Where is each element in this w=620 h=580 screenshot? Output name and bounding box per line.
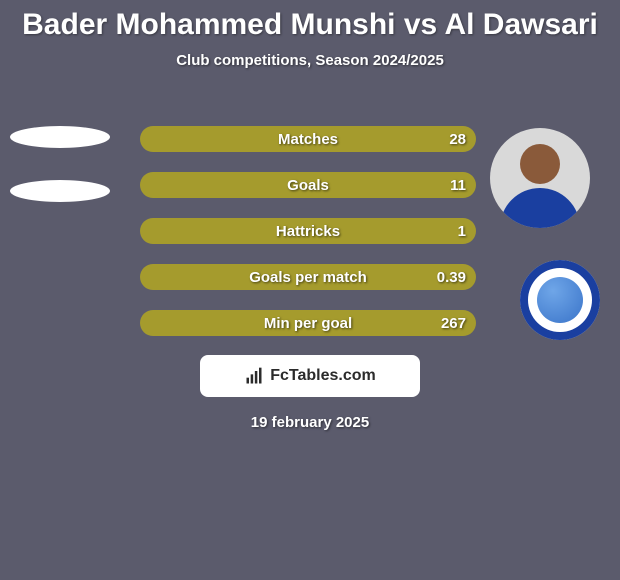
stat-label: Hattricks (140, 223, 476, 240)
stat-right-value: 0.39 (437, 269, 466, 286)
player2-photo (490, 128, 590, 228)
stat-right-value: 1 (458, 223, 466, 240)
date-text: 19 february 2025 (0, 414, 620, 431)
photo-shoulders (500, 188, 580, 228)
stat-row-goals: Goals 11 (140, 172, 476, 198)
club2-logo (520, 260, 600, 340)
stat-row-matches: Matches 28 (140, 126, 476, 152)
subtitle: Club competitions, Season 2024/2025 (0, 52, 620, 69)
stat-label: Goals (140, 177, 476, 194)
stat-right-value: 267 (441, 315, 466, 332)
club1-placeholder (10, 180, 110, 202)
brand-badge: FcTables.com (200, 355, 420, 397)
page-title: Bader Mohammed Munshi vs Al Dawsari (0, 0, 620, 42)
stat-right-value: 11 (450, 177, 466, 194)
stats-rows: Matches 28 Goals 11 Hattricks 1 Goals pe… (140, 126, 476, 336)
stat-label: Min per goal (140, 315, 476, 332)
stat-row-mpg: Min per goal 267 (140, 310, 476, 336)
brand-text: FcTables.com (270, 367, 376, 385)
player1-placeholder (10, 126, 110, 148)
bar-chart-icon (244, 366, 264, 386)
stat-label: Matches (140, 131, 476, 148)
stat-label: Goals per match (140, 269, 476, 286)
stat-right-value: 28 (449, 131, 466, 148)
stat-row-hattricks: Hattricks 1 (140, 218, 476, 244)
stat-row-gpm: Goals per match 0.39 (140, 264, 476, 290)
photo-head (520, 144, 560, 184)
container: Bader Mohammed Munshi vs Al Dawsari Club… (0, 0, 620, 580)
logo-ball (537, 277, 583, 323)
